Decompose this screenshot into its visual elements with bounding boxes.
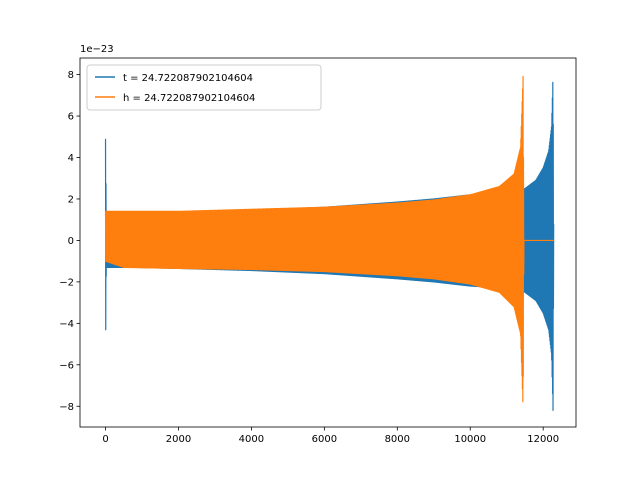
plot-area — [104, 76, 555, 412]
legend-label-h: h = 24.722087902104604 — [123, 93, 255, 104]
y-tick-label: −8 — [59, 402, 74, 413]
axes-frame — [79, 57, 577, 428]
legend-label-t: t = 24.722087902104604 — [123, 73, 253, 84]
x-tick-label: 12000 — [527, 434, 559, 445]
y-tick-label: 6 — [68, 112, 74, 123]
x-tick-label: 8000 — [385, 434, 410, 445]
x-tick-label: 0 — [102, 434, 108, 445]
y-tick-label: 8 — [68, 70, 74, 81]
y-tick-label: −6 — [59, 360, 74, 371]
y-tick-label: 4 — [68, 153, 74, 164]
x-axis: 0 2000 4000 6000 8000 10000 12000 — [102, 427, 559, 445]
legend-box — [86, 64, 322, 111]
y-tick-label: −4 — [59, 319, 74, 330]
y-tick-label: 2 — [68, 194, 74, 205]
y-axis: −8 −6 −4 −2 0 2 4 6 8 — [59, 70, 80, 413]
offset-text: 1e−23 — [80, 44, 114, 55]
x-tick-label: 4000 — [239, 434, 264, 445]
x-tick-label: 2000 — [166, 434, 191, 445]
series-line-1 — [104, 76, 555, 403]
x-tick-label: 6000 — [312, 434, 337, 445]
y-tick-label: −2 — [59, 277, 74, 288]
y-tick-label: 0 — [68, 236, 74, 247]
legend: t = 24.722087902104604 h = 24.7220879021… — [86, 64, 322, 111]
x-tick-label: 10000 — [454, 434, 486, 445]
